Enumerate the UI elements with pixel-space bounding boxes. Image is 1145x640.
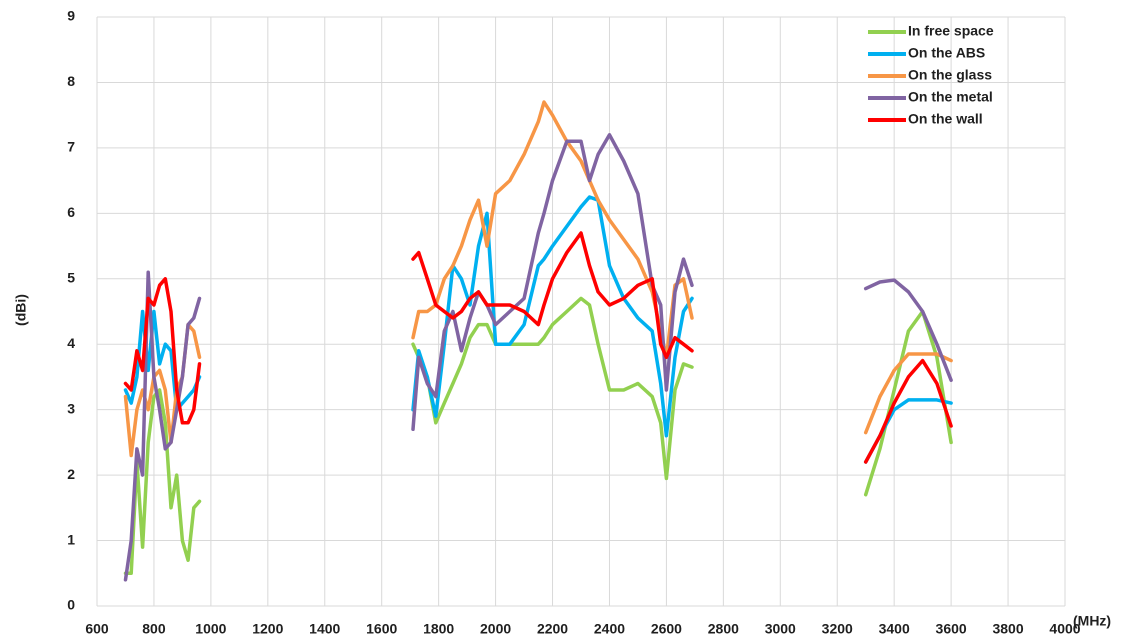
series-line	[123, 231, 953, 464]
x-tick-label: 3400	[879, 621, 910, 637]
series-line	[123, 296, 953, 576]
legend-label: On the ABS	[908, 45, 985, 61]
x-tick-label: 2400	[594, 621, 625, 637]
y-tick-label: 9	[67, 8, 75, 24]
legend-label: On the metal	[908, 89, 993, 105]
y-tick-label: 2	[67, 466, 75, 482]
x-tick-label: 600	[85, 621, 109, 637]
x-tick-label: 4000	[1049, 621, 1080, 637]
y-axis-label: (dBi)	[13, 294, 29, 326]
legend-label: In free space	[908, 23, 994, 39]
y-tick-label: 8	[67, 73, 75, 89]
x-tick-label: 1000	[195, 621, 226, 637]
y-tick-label: 5	[67, 269, 75, 285]
series-line	[123, 133, 953, 582]
x-tick-label: 1200	[252, 621, 283, 637]
y-tick-label: 6	[67, 204, 75, 220]
x-axis-label: (MHz)	[1073, 613, 1111, 629]
x-tick-label: 800	[142, 621, 166, 637]
x-tick-label: 2600	[651, 621, 682, 637]
x-tick-label: 1400	[309, 621, 340, 637]
x-tick-label: 3600	[936, 621, 967, 637]
y-tick-label: 1	[67, 531, 75, 547]
x-tick-label: 3000	[765, 621, 796, 637]
y-tick-label: 3	[67, 400, 75, 416]
legend-label: On the glass	[908, 67, 992, 83]
y-tick-label: 0	[67, 597, 75, 613]
x-tick-label: 2200	[537, 621, 568, 637]
x-tick-label: 2800	[708, 621, 739, 637]
x-tick-label: 1800	[423, 621, 454, 637]
x-tick-label: 2000	[480, 621, 511, 637]
x-tick-label: 1600	[366, 621, 397, 637]
y-tick-label: 4	[67, 335, 75, 351]
x-tick-label: 3200	[822, 621, 853, 637]
y-tick-label: 7	[67, 139, 75, 155]
legend-label: On the wall	[908, 111, 983, 127]
x-tick-label: 3800	[992, 621, 1023, 637]
